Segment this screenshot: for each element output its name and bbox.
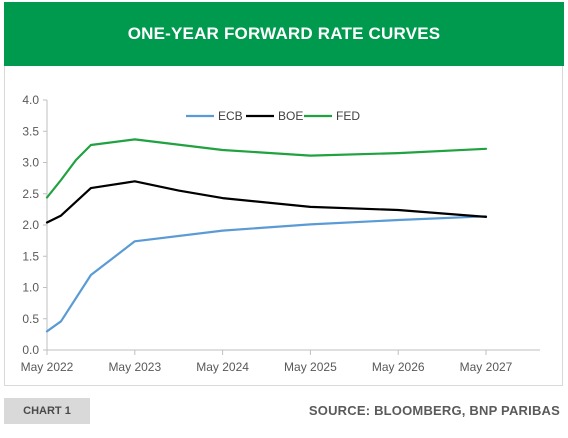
chart-number-tag: CHART 1 xyxy=(4,398,90,424)
legend-label-boe: BOE xyxy=(278,109,303,123)
y-tick-label: 3.0 xyxy=(22,156,39,170)
x-tick-label: May 2022 xyxy=(21,360,74,374)
y-tick-label: 3.5 xyxy=(22,124,39,138)
y-tick-label: 1.0 xyxy=(22,281,39,295)
series-line-fed xyxy=(45,138,488,199)
y-tick-label: 4.0 xyxy=(22,93,39,107)
y-tick-label: 0.0 xyxy=(22,343,39,357)
series-line-boe xyxy=(45,180,488,224)
y-tick-label: 2.0 xyxy=(22,218,39,232)
x-tick-label: May 2027 xyxy=(460,360,513,374)
y-tick-label: 2.5 xyxy=(22,187,39,201)
legend-label-fed: FED xyxy=(336,109,360,123)
x-tick-label: May 2025 xyxy=(284,360,337,374)
chart-panel xyxy=(4,66,563,386)
x-tick-label: May 2026 xyxy=(372,360,425,374)
x-tick-label: May 2023 xyxy=(108,360,161,374)
chart-number-label: CHART 1 xyxy=(23,405,71,417)
legend-label-ecb: ECB xyxy=(218,109,243,123)
x-tick-label: May 2024 xyxy=(196,360,249,374)
y-tick-label: 1.5 xyxy=(22,249,39,263)
y-tick-label: 0.5 xyxy=(22,312,39,326)
chart-title: ONE-YEAR FORWARD RATE CURVES xyxy=(127,24,441,43)
source-note: SOURCE: BLOOMBERG, BNP PARIBAS xyxy=(308,403,560,418)
chart-header: ONE-YEAR FORWARD RATE CURVES xyxy=(4,2,564,66)
series-line-ecb xyxy=(45,215,488,333)
